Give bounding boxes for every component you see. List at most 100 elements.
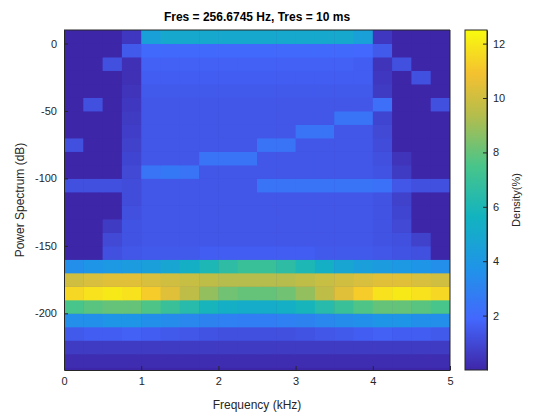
heat-cell	[83, 313, 103, 327]
heat-cell	[122, 70, 142, 84]
heat-cell	[354, 124, 374, 138]
heat-cell	[257, 232, 277, 246]
heat-cell	[199, 313, 219, 327]
heat-cell	[296, 57, 316, 71]
heat-cell	[103, 354, 123, 368]
heat-cell	[411, 219, 431, 233]
heat-cell	[180, 165, 200, 179]
heat-cell	[180, 43, 200, 57]
heat-cell	[122, 138, 142, 152]
heat-cell	[334, 340, 354, 354]
heat-cell	[199, 327, 219, 341]
heat-cell	[218, 138, 238, 152]
heat-cell	[373, 151, 393, 165]
heat-cell	[431, 300, 450, 314]
heat-cell	[180, 340, 200, 354]
tick-label: 0	[51, 38, 57, 50]
heat-cell	[354, 313, 374, 327]
heat-cell	[199, 300, 219, 314]
heat-cell	[238, 259, 258, 273]
heat-cell	[276, 286, 296, 300]
heat-cell	[180, 259, 200, 273]
heat-cell	[83, 232, 103, 246]
heat-cell	[276, 205, 296, 219]
heat-cell	[315, 97, 335, 111]
tick-label: -50	[41, 105, 57, 117]
heat-cell	[257, 246, 277, 260]
tick-mark	[64, 178, 68, 179]
heat-cell	[161, 165, 181, 179]
heat-cell	[354, 205, 374, 219]
heat-cell	[141, 57, 161, 71]
heat-cell	[199, 273, 219, 287]
heat-cell	[411, 192, 431, 206]
axis-line	[487, 31, 488, 371]
heat-cell	[64, 97, 84, 111]
tick-label: 4	[370, 375, 376, 387]
heat-cell	[199, 70, 219, 84]
heat-cell	[161, 300, 181, 314]
heat-cell	[103, 286, 123, 300]
heat-cell	[411, 178, 431, 192]
heat-cell	[431, 327, 450, 341]
heat-cell	[238, 273, 258, 287]
heat-cell	[431, 259, 450, 273]
heat-cell	[392, 246, 412, 260]
heat-cell	[354, 70, 374, 84]
heat-cell	[411, 30, 431, 44]
heat-cell	[354, 178, 374, 192]
heat-cell	[334, 232, 354, 246]
heat-cell	[218, 70, 238, 84]
heat-cell	[296, 327, 316, 341]
heat-cell	[141, 205, 161, 219]
heat-cell	[431, 273, 450, 287]
heat-cell	[122, 192, 142, 206]
x-axis: 012345	[61, 366, 453, 387]
heat-cell	[122, 246, 142, 260]
heat-cell	[199, 232, 219, 246]
heat-cell	[315, 300, 335, 314]
heat-cell	[373, 273, 393, 287]
heat-cell	[392, 151, 412, 165]
heat-cell	[334, 178, 354, 192]
heat-cell	[373, 300, 393, 314]
heat-cell	[373, 43, 393, 57]
tick: 3	[293, 366, 299, 387]
heat-cell	[411, 97, 431, 111]
heat-cell	[411, 246, 431, 260]
heat-cell	[296, 259, 316, 273]
heat-cell	[83, 273, 103, 287]
heat-cell	[103, 111, 123, 125]
y-axis: -200-150-100-500	[35, 31, 68, 371]
heat-cell	[411, 43, 431, 57]
heat-cell	[373, 178, 393, 192]
heat-cell	[334, 30, 354, 44]
heat-cell	[218, 205, 238, 219]
heat-cell	[103, 43, 123, 57]
heat-cell	[354, 165, 374, 179]
heat-cell	[392, 70, 412, 84]
heat-cell	[180, 30, 200, 44]
heat-cell	[354, 151, 374, 165]
heat-cell	[315, 205, 335, 219]
heat-cell	[103, 124, 123, 138]
heat-cell	[141, 151, 161, 165]
heat-cell	[392, 97, 412, 111]
heat-cell	[218, 192, 238, 206]
heat-cell	[392, 124, 412, 138]
tick-label: 5	[447, 375, 453, 387]
heat-cell	[122, 205, 142, 219]
heat-cell	[199, 259, 219, 273]
heat-cell	[103, 70, 123, 84]
tick-mark	[483, 316, 487, 317]
plot-area	[64, 30, 450, 370]
heat-cell	[431, 192, 450, 206]
heat-cell	[83, 165, 103, 179]
heat-cell	[64, 300, 84, 314]
heat-cell	[103, 192, 123, 206]
heat-cell	[180, 57, 200, 71]
heat-cell	[64, 57, 84, 71]
tick-mark	[483, 98, 487, 99]
heat-cell	[315, 219, 335, 233]
tick: 0	[51, 38, 68, 50]
